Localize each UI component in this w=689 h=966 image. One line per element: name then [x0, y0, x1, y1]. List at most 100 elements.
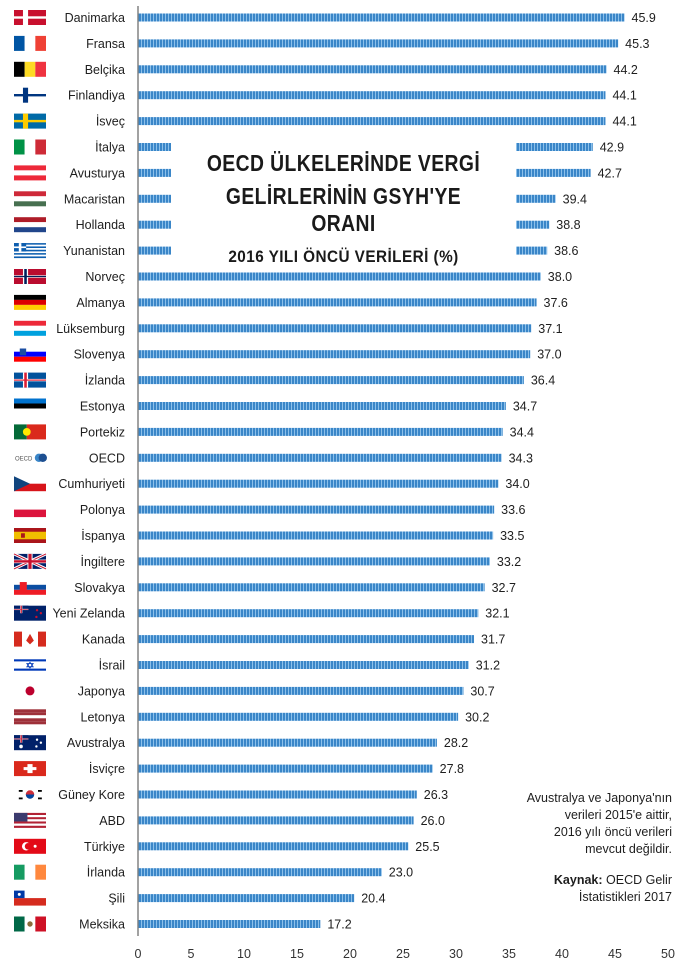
country-label: Fransa: [86, 37, 125, 51]
bar-2: [138, 39, 619, 48]
bar-1: [138, 13, 625, 22]
country-label: İsviçre: [89, 762, 125, 776]
country-label: Slovakya: [74, 581, 125, 595]
chile-flag: [14, 890, 46, 906]
country-label: Macaristan: [64, 192, 125, 206]
bar-21: [138, 531, 494, 540]
country-label: Hollanda: [76, 218, 125, 232]
estonia-flag: [14, 398, 46, 414]
country-label: İsrail: [99, 659, 125, 673]
bar-15: [138, 376, 524, 385]
value-label: 31.7: [481, 633, 505, 647]
value-label: 25.5: [415, 840, 439, 854]
country-label: ABD: [99, 814, 125, 828]
chart-title: OECD ÜLKELERİNDE VERGİ GELİRLERİNİN GSYH…: [171, 138, 516, 266]
bar-11: [138, 272, 541, 281]
country-label: Polonya: [80, 503, 125, 517]
value-label: 34.7: [513, 400, 537, 414]
value-label: 20.4: [361, 892, 385, 906]
bar-28: [138, 712, 459, 721]
x-tick-label: 0: [135, 947, 142, 961]
turkey-flag: [14, 838, 46, 854]
x-tick-label: 10: [237, 947, 251, 961]
norway-flag: [14, 269, 46, 284]
country-label: Estonya: [80, 400, 125, 414]
bar-31: [138, 790, 417, 799]
country-label: İzlanda: [85, 374, 125, 388]
bar-19: [138, 479, 499, 488]
svg-text:OECD: OECD: [15, 457, 33, 463]
value-label: 33.6: [501, 503, 525, 517]
bar-17: [138, 427, 503, 436]
value-label: 42.7: [598, 166, 622, 180]
note-line-1: Avustralya ve Japonya'nın: [526, 791, 672, 805]
bar-5: [138, 117, 606, 126]
bar-23: [138, 583, 485, 592]
value-label: 45.3: [625, 37, 649, 51]
bar-18: [138, 453, 502, 462]
bar-32: [138, 816, 414, 825]
value-label: 26.3: [424, 788, 448, 802]
x-tick-label: 45: [608, 947, 622, 961]
country-label: Kanada: [82, 633, 125, 647]
greece-flag: [14, 243, 46, 259]
value-label: 44.1: [612, 115, 636, 129]
czechia-flag: [14, 476, 46, 492]
country-label: Belçika: [85, 63, 125, 77]
country-label: İngiltere: [81, 555, 126, 569]
value-label: 30.2: [465, 710, 489, 724]
x-tick-label: 15: [290, 947, 304, 961]
value-label: 45.9: [632, 11, 656, 25]
country-label: OECD: [89, 451, 125, 465]
iceland-flag: [14, 372, 46, 388]
country-label: Avusturya: [70, 166, 125, 180]
israel-flag: [14, 657, 46, 673]
oecd-logo: OECD: [14, 450, 47, 466]
hungary-flag: [14, 191, 46, 207]
value-label: 23.0: [389, 866, 413, 880]
country-label: İtalya: [95, 141, 125, 155]
south-korea-flag: [14, 787, 46, 802]
bar-24: [138, 609, 479, 618]
luxembourg-flag: [14, 320, 46, 336]
country-label: Türkiye: [84, 840, 125, 854]
switzerland-flag: [14, 761, 46, 777]
bar-35: [138, 894, 355, 903]
bar-4: [138, 91, 606, 100]
bar-26: [138, 661, 469, 669]
country-label: Lüksemburg: [56, 322, 125, 336]
country-label: Norveç: [85, 270, 125, 284]
value-label: 44.2: [614, 63, 638, 77]
country-label: Şili: [108, 892, 125, 906]
bar-20: [138, 505, 495, 514]
value-label: 34.3: [509, 451, 533, 465]
value-label: 42.9: [600, 141, 624, 155]
new-zealand-flag: [14, 605, 46, 621]
denmark-flag: [14, 10, 46, 25]
note-line-3: 2016 yılı öncü verileri: [553, 825, 672, 839]
latvia-flag: [14, 709, 46, 725]
country-label: Slovenya: [74, 348, 125, 362]
value-label: 34.4: [510, 425, 534, 439]
country-label: Portekiz: [80, 425, 125, 439]
portugal-flag: [14, 424, 46, 440]
title-line-3: 2016 YILI ÖNCÜ VERİLERİ (%): [228, 247, 459, 266]
country-label: Finlandiya: [68, 89, 125, 103]
source-label: Kaynak:: [553, 873, 603, 887]
x-tick-label: 50: [661, 947, 675, 961]
value-label: 38.6: [554, 244, 578, 258]
value-label: 34.0: [505, 477, 529, 491]
germany-flag: [14, 294, 46, 310]
australia-flag: [14, 735, 46, 751]
netherlands-flag: [14, 217, 46, 233]
finland-flag: [14, 87, 46, 103]
bar-25: [138, 635, 475, 644]
bar-36: [138, 920, 321, 928]
value-label: 32.1: [485, 607, 509, 621]
note-line-2: verileri 2015'e aittir,: [564, 808, 672, 822]
value-label: 28.2: [444, 736, 468, 750]
value-label: 26.0: [421, 814, 445, 828]
x-tick-label: 20: [343, 947, 357, 961]
value-label: 30.7: [470, 684, 494, 698]
bar-27: [138, 686, 464, 695]
